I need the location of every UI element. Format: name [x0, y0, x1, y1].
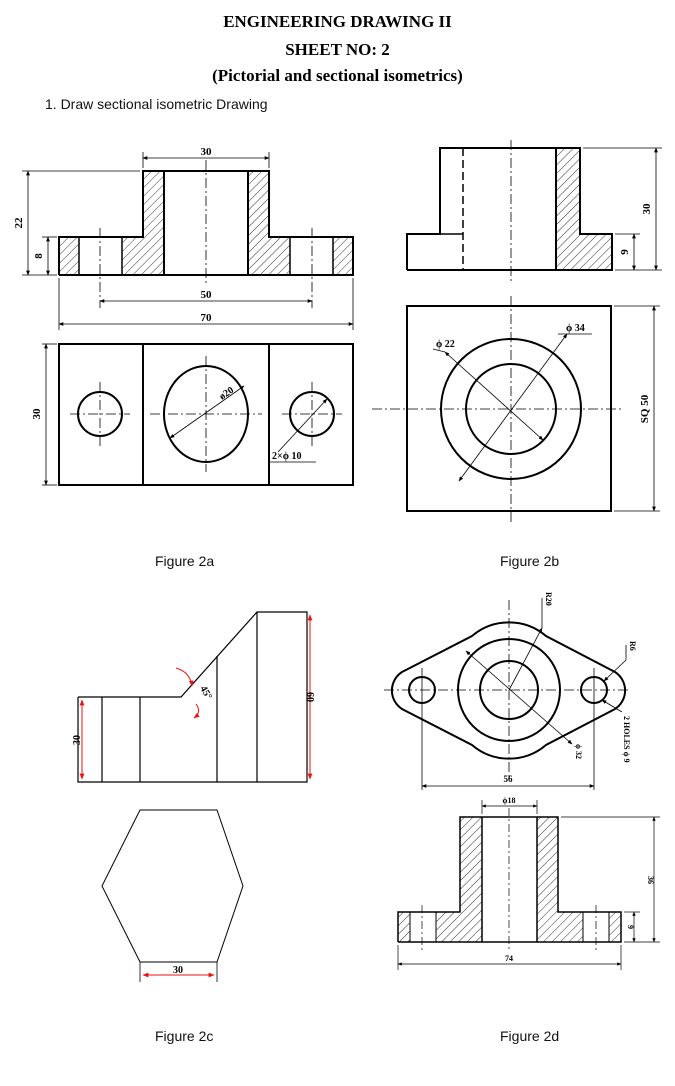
fig2d-dim-56: 56: [504, 774, 514, 784]
fig2a-dim-8: 8: [33, 253, 45, 259]
figure-2d: R20 R6 2 HOLES ϕ 9 ϕ 32 56: [384, 592, 660, 970]
fig2c-dimensions: [79, 614, 313, 982]
fig2c-dim-30-left: 30: [72, 735, 83, 745]
fig2a-dim-holes: 2×ϕ 10: [272, 451, 301, 462]
fig2b-front-half-section: [406, 140, 613, 282]
fig2d-dim-phi18: ϕ18: [503, 796, 516, 805]
sheet-subtitle: (Pictorial and sectional isometrics): [212, 66, 463, 85]
fig2d-dim-holes: 2 HOLES ϕ 9: [622, 716, 631, 763]
figure-2c: 30 45° 60 30: [72, 611, 315, 982]
fig2d-dim-9: 9: [626, 925, 635, 929]
fig2a-dim-70: 70: [201, 312, 213, 324]
fig2a-plan-view: [42, 343, 354, 486]
fig2b-plan-view: [372, 296, 660, 525]
fig2c-dim-45deg: 45°: [197, 684, 214, 702]
fig2a-dim-30-width: 30: [31, 408, 43, 420]
fig2d-dim-r20: R20: [544, 592, 553, 606]
fig2d-dim-r6: R6: [628, 641, 637, 651]
fig2b-dim-sq50: SQ 50: [639, 394, 651, 423]
caption-figure-2a: Figure 2a: [155, 553, 215, 569]
fig2a-dim-30-top: 30: [201, 146, 213, 158]
fig2d-dim-74: 74: [505, 954, 513, 963]
fig2a-dim-22: 22: [13, 217, 25, 229]
fig2b-dim-phi34: ϕ 34: [566, 323, 585, 334]
fig2a-dim-bore: ø20: [217, 385, 236, 403]
fig2d-plan-view: [384, 598, 630, 790]
fig2c-front-view: [77, 611, 308, 783]
fig2b-dim-9: 9: [619, 249, 631, 255]
sheet-title: ENGINEERING DRAWING II: [223, 12, 452, 31]
caption-figure-2b: Figure 2b: [500, 553, 560, 569]
fig2b-front-dimensions: [583, 147, 662, 271]
fig2c-dim-60: 60: [304, 692, 315, 702]
fig2d-front-section: [397, 800, 660, 970]
fig2c-dim-30-hex: 30: [173, 965, 183, 976]
fig2a-front-section: [58, 160, 354, 308]
sheet-number: SHEET NO: 2: [285, 40, 390, 59]
figure-2a: 30 22 8 50 70 ø20 2×ϕ 10 30: [13, 146, 354, 486]
caption-figure-2c: Figure 2c: [155, 1028, 214, 1044]
fig2b-dim-30: 30: [641, 203, 653, 215]
figure-2b: 30 9 ϕ 22 ϕ 34 SQ 50: [372, 140, 662, 525]
fig2a-dim-50: 50: [201, 289, 213, 301]
caption-figure-2d: Figure 2d: [500, 1028, 560, 1044]
fig2d-dim-36: 36: [646, 876, 655, 884]
question-text: 1. Draw sectional isometric Drawing: [45, 96, 268, 112]
fig2d-dim-phi32: ϕ 32: [574, 744, 583, 759]
fig2a-dimensions: [22, 152, 354, 330]
fig2b-dim-phi22: ϕ 22: [436, 339, 455, 350]
